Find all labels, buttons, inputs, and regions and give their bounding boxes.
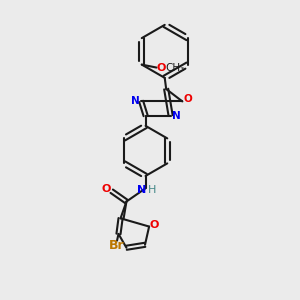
Text: CH₃: CH₃ xyxy=(165,63,184,73)
Text: O: O xyxy=(156,63,166,73)
Text: O: O xyxy=(150,220,159,230)
Text: O: O xyxy=(102,184,111,194)
Text: O: O xyxy=(183,94,192,104)
Text: N: N xyxy=(136,185,146,195)
Text: Br: Br xyxy=(109,238,125,252)
Text: H: H xyxy=(148,185,156,195)
Text: N: N xyxy=(172,110,180,121)
Text: N: N xyxy=(131,96,140,106)
